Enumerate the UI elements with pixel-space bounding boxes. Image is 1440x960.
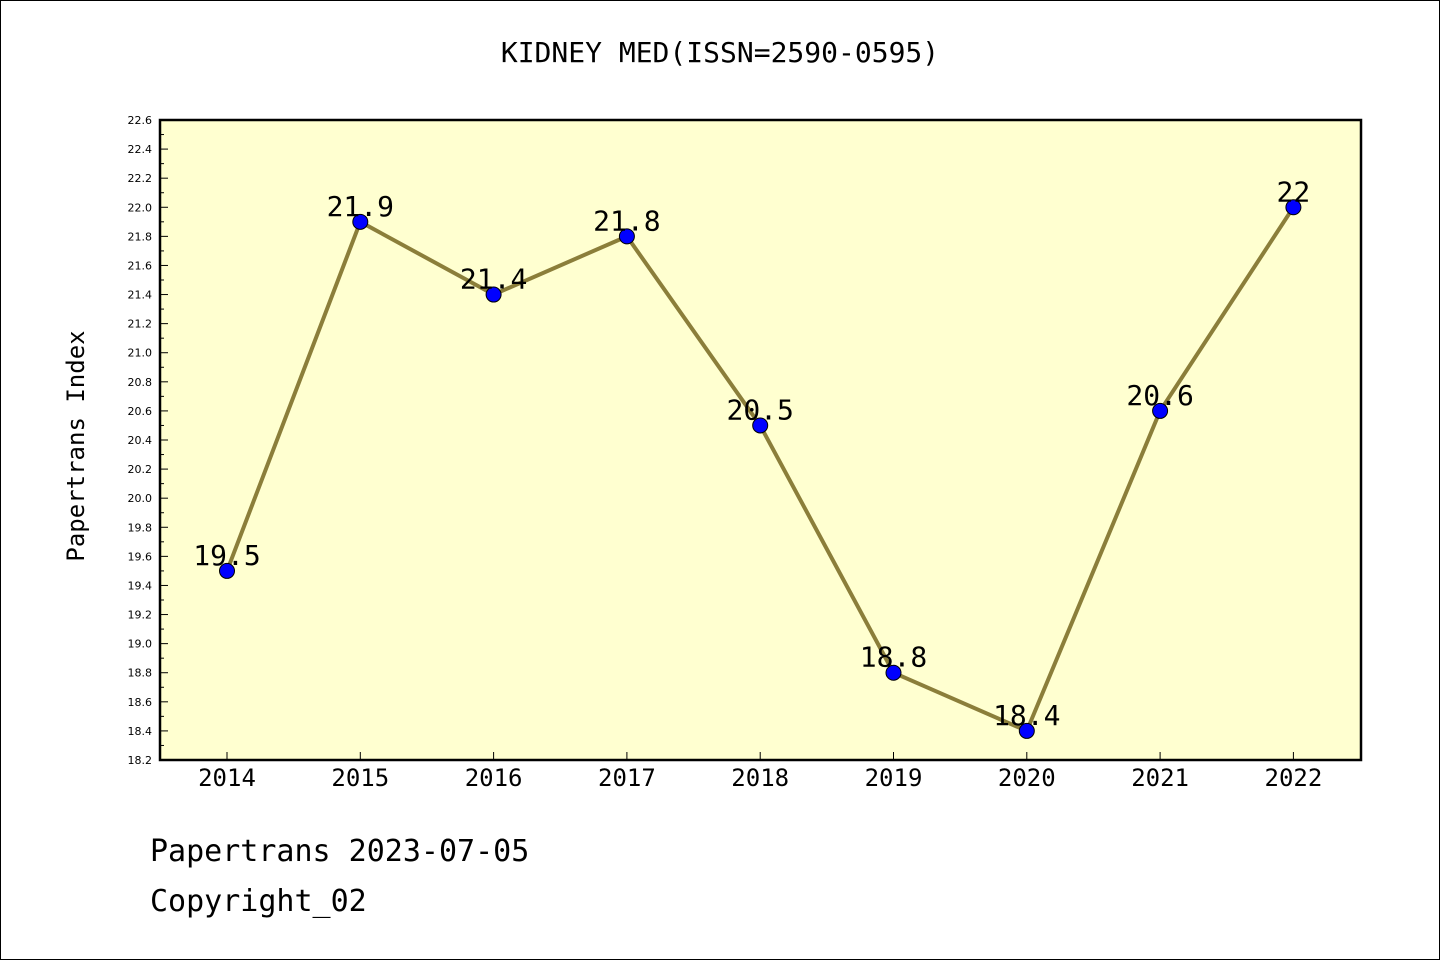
data-point: [352, 213, 369, 230]
y-tick-label: 22.2: [128, 172, 153, 185]
series-layer: 19.5 21.9 21.4 21.8 20.5 18.8 18.4 20.6 22: [193, 175, 1311, 739]
x-tick-label: 2020: [998, 764, 1056, 792]
data-point: [219, 562, 235, 579]
data-label: 18.4: [993, 699, 1060, 732]
data-label: 20.6: [1126, 379, 1193, 412]
y-tick-label: 20.0: [128, 492, 153, 505]
y-tick-label: 19.2: [128, 609, 153, 622]
x-axis: 2014 2015 2016 2017 2018 2019 2020 2021 2022: [198, 752, 1322, 792]
data-label: 21.9: [327, 190, 394, 223]
y-tick-label: 20.4: [128, 434, 153, 447]
x-tick-label: 2018: [731, 764, 789, 792]
x-tick-label: 2015: [331, 764, 389, 792]
y-tick-label: 20.6: [128, 405, 153, 418]
data-label: 19.5: [193, 539, 260, 572]
y-tick-label: 20.8: [128, 376, 153, 389]
y-tick-label: 18.2: [128, 754, 153, 767]
y-tick-label: 22.4: [128, 143, 153, 156]
x-tick-label: 2014: [198, 764, 256, 792]
footer-copyright: Copyright_02: [150, 884, 367, 919]
y-tick-label: 18.8: [128, 667, 153, 680]
y-tick-label: 20.2: [128, 463, 153, 476]
y-tick-label: 19.4: [128, 579, 153, 592]
chart-title: KIDNEY MED(ISSN=2590-0595): [500, 36, 940, 69]
y-tick-label: 19.0: [128, 638, 153, 651]
y-tick-label: 21.2: [128, 318, 153, 331]
y-tick-label: 21.4: [128, 289, 153, 302]
y-tick-label: 19.8: [128, 521, 153, 534]
y-tick-label: 21.6: [128, 259, 153, 272]
y-axis: 18.2 18.4 18.6 18.8 19.0 19.2 19.4 19.6 19.8 20.0…: [128, 114, 168, 767]
data-label: 21.4: [460, 263, 527, 296]
y-tick-label: 22.6: [128, 114, 153, 127]
footer-date: Papertrans 2023-07-05: [150, 834, 530, 869]
y-tick-label: 21.8: [128, 230, 153, 243]
x-tick-label: 2016: [465, 764, 523, 792]
data-point: [485, 286, 502, 303]
plot-border: [158, 118, 1363, 762]
data-point: [752, 417, 769, 434]
y-tick-label: 21.0: [128, 347, 153, 360]
data-label: 20.5: [726, 393, 793, 426]
x-tick-label: 2022: [1265, 764, 1323, 792]
y-tick-label: 19.6: [128, 550, 153, 563]
x-tick-label: 2017: [598, 764, 656, 792]
y-tick-label: 18.4: [128, 725, 153, 738]
data-label: 21.8: [593, 204, 660, 237]
data-point: [1285, 199, 1302, 216]
data-point: [1152, 402, 1169, 419]
y-tick-label: 18.6: [128, 696, 153, 709]
data-label: 22: [1277, 175, 1311, 208]
data-point: [618, 228, 635, 245]
x-tick-label: 2019: [865, 764, 923, 792]
data-label: 18.8: [860, 641, 927, 674]
x-tick-label: 2021: [1131, 764, 1189, 792]
y-tick-label: 22.0: [128, 201, 153, 214]
data-point: [885, 664, 902, 681]
data-point: [1018, 722, 1035, 739]
